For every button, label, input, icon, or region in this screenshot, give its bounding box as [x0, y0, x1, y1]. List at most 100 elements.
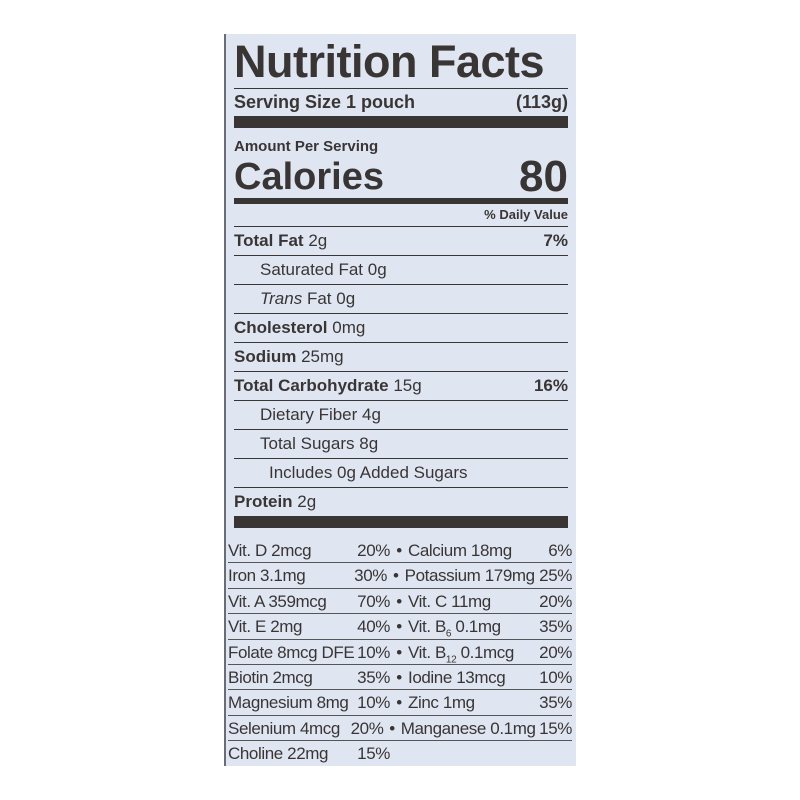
vitamin-dv: 25%: [539, 566, 572, 586]
serving-size: Serving Size 1 pouch (113g): [234, 89, 568, 113]
nutrient-dv: 7%: [543, 231, 568, 250]
vitamin-dv: 30%: [354, 566, 387, 586]
serving-size-label: Serving Size 1 pouch: [234, 92, 416, 112]
nutrient-row-total-sugars: Total Sugars 8g: [234, 429, 568, 458]
bullet: •: [396, 541, 402, 560]
vitamin-name: Manganese 0.1mg: [400, 718, 536, 738]
nutrient-row-total-fat: Total Fat 2g 7%: [234, 226, 568, 255]
divider: [234, 88, 568, 89]
vitamin-dv: 15%: [539, 718, 572, 738]
vitamin-name: Vit. C 11mg: [408, 591, 491, 611]
vitamin-row: Vit. E 2mg 40% • Vit. B6 0.1mg 35%: [228, 614, 572, 640]
vitamin-name: Calcium 18mg: [408, 541, 512, 560]
label-title: Nutrition Facts: [234, 36, 545, 87]
nutrient-amount: 15g: [393, 376, 422, 395]
thick-divider: [234, 516, 568, 528]
thick-divider: [234, 116, 568, 128]
nutrition-label: Nutrition Facts Serving Size 1 pouch (11…: [224, 34, 576, 766]
vitamin-name: Zinc 1mg: [408, 693, 475, 713]
bullet: •: [396, 617, 402, 637]
vitamin-name: Selenium 4mcg: [228, 718, 340, 738]
vitamin-name: Potassium 179mg: [404, 566, 535, 586]
vitamin-name-suffix: 0.1mcg: [456, 642, 515, 662]
vitamin-row: Iron 3.1mg 30% • Potassium 179mg 25%: [228, 563, 572, 589]
vitamin-dv: 20%: [539, 642, 572, 662]
vitamin-dv: 10%: [539, 667, 572, 687]
nutrient-name: Total Fat: [234, 231, 304, 250]
vitamin-row: Vit. A 359mcg 70% • Vit. C 11mg 20%: [228, 589, 572, 615]
nutrient-name: Sodium: [234, 347, 297, 366]
serving-weight: (113g): [515, 92, 568, 112]
nutrient-name: Includes 0g Added Sugars: [269, 463, 468, 482]
vitamin-dv: 40%: [357, 617, 390, 637]
vitamin-row: Folate 8mcg DFE 10% • Vit. B12 0.1mcg 20%: [228, 640, 572, 665]
bullet: •: [389, 718, 395, 738]
nutrient-row-protein: Protein 2g: [234, 487, 568, 516]
bullet: •: [396, 693, 402, 713]
vitamin-row: Vit. D 2mcg 20% • Calcium 18mg 6%: [228, 538, 572, 564]
nutrient-amount: 0mg: [332, 318, 366, 337]
vitamins-table: Vit. D 2mcg 20% • Calcium 18mg 6% Iron 3.1mg 3…: [228, 538, 572, 767]
vitamin-row: Selenium 4mcg 20% • Manganese 0.1mg 15%: [228, 716, 572, 742]
vitamin-name: Iron 3.1mg: [228, 566, 306, 586]
nutrient-amount: 2g: [297, 492, 317, 511]
nutrient-row-dietary-fiber: Dietary Fiber 4g: [234, 400, 568, 429]
vitamin-dv: 35%: [357, 667, 390, 687]
vitamin-dv: 6%: [548, 541, 572, 560]
vitamin-dv: 20%: [357, 541, 390, 560]
nutrient-name-rest: Fat: [306, 289, 332, 308]
vitamin-dv: 35%: [539, 617, 572, 637]
nutrient-amount: 8g: [359, 434, 379, 453]
nutrient-amount: 0g: [336, 289, 356, 308]
vitamin-name-prefix: Vit. B: [408, 642, 446, 662]
vitamin-dv: 35%: [539, 693, 572, 713]
nutrient-name: Dietary Fiber: [260, 405, 358, 424]
calories-label: Calories: [234, 156, 384, 198]
nutrient-name: Protein: [234, 492, 293, 511]
calories-row: Calories 80: [234, 152, 568, 201]
vitamin-dv: 15%: [357, 744, 390, 764]
calories-value: 80: [519, 152, 568, 201]
vitamin-name: Vit. B6 0.1mg: [408, 614, 534, 640]
nutrient-amount: 0g: [367, 260, 387, 279]
nutrient-row-total-carbohydrate: Total Carbohydrate 15g 16%: [234, 371, 568, 400]
nutrient-name: Total Sugars: [260, 434, 355, 453]
vitamin-name: Iodine 13mcg: [408, 667, 506, 687]
vitamin-name-suffix: 0.1mg: [451, 617, 501, 637]
vitamin-dv: 20%: [350, 718, 384, 738]
vitamin-dv: 10%: [357, 693, 390, 713]
nutrient-dv: 16%: [533, 376, 568, 395]
nutrient-row-sodium: Sodium 25mg: [234, 342, 568, 371]
amount-per-serving: Amount Per Serving: [234, 138, 379, 155]
vitamin-name: Magnesium 8mg: [228, 693, 349, 713]
vitamin-name: Vit. A 359mcg: [228, 591, 327, 611]
vitamin-name: Vit. D 2mcg: [228, 541, 312, 560]
nutrient-row-saturated-fat: Saturated Fat 0g: [234, 255, 568, 284]
nutrient-name: Cholesterol: [234, 318, 328, 337]
vitamin-name-prefix: Vit. B: [408, 617, 446, 637]
nutrient-amount: 2g: [308, 231, 328, 250]
vitamin-dv: 20%: [539, 591, 572, 611]
bullet: •: [396, 642, 402, 662]
vitamin-subscript: 6: [445, 628, 452, 640]
nutrient-name: Total Carbohydrate: [234, 376, 389, 395]
vitamin-row: Biotin 2mcg 35% • Iodine 13mcg 10%: [228, 665, 572, 691]
bullet: •: [396, 591, 402, 611]
nutrient-name: Saturated Fat: [260, 260, 364, 279]
vitamin-name: Vit. E 2mg: [228, 617, 303, 637]
medium-divider: [234, 198, 568, 204]
nutrient-name: Trans: [260, 289, 303, 308]
vitamin-row: Choline 22mg 15%: [228, 741, 572, 766]
nutrient-amount: 25mg: [301, 347, 344, 366]
vitamin-name: Folate 8mcg DFE: [228, 642, 355, 662]
bullet: •: [393, 566, 399, 586]
nutrient-row-trans-fat: Trans Fat 0g: [234, 284, 568, 313]
vitamin-subscript: 12: [445, 653, 457, 665]
bullet: •: [396, 667, 402, 687]
vitamin-dv: 10%: [357, 642, 390, 662]
vitamin-dv: 70%: [357, 591, 390, 611]
vitamin-name: Vit. B12 0.1mcg: [408, 640, 534, 665]
daily-value-header: % Daily Value: [484, 207, 568, 222]
nutrient-amount: 4g: [362, 405, 381, 424]
vitamin-row: Magnesium 8mg 10% • Zinc 1mg 35%: [228, 690, 572, 716]
